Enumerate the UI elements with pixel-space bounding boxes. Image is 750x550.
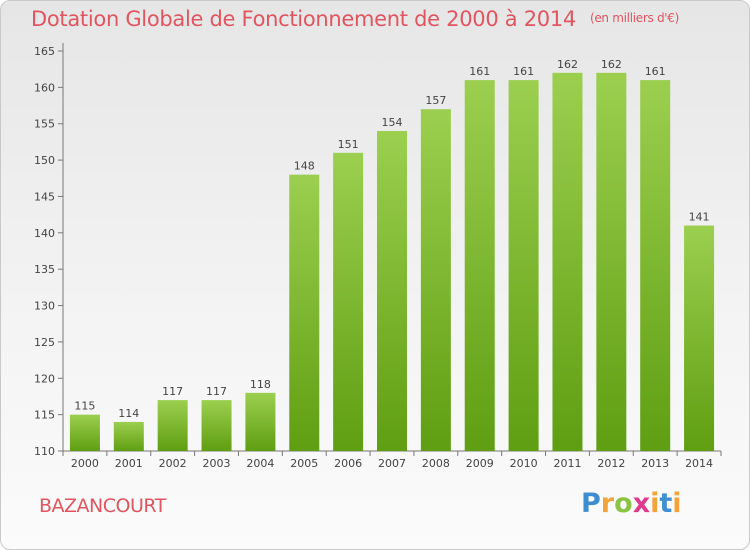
data-label: 151 — [338, 138, 359, 151]
proxiti-logo: Proxiti — [581, 488, 682, 519]
y-tick-label: 120 — [34, 372, 55, 385]
bar — [289, 174, 320, 452]
x-tick-label: 2001 — [115, 457, 143, 470]
bar — [245, 392, 276, 451]
data-label: 157 — [425, 94, 446, 107]
y-tick-label: 150 — [34, 154, 55, 167]
bar — [552, 72, 583, 452]
data-label: 154 — [382, 116, 403, 129]
data-label: 117 — [162, 385, 183, 398]
y-tick-label: 155 — [34, 118, 55, 131]
data-label: 161 — [469, 65, 490, 78]
chart-title: Dotation Globale de Fonctionnement de 20… — [31, 7, 679, 31]
bar — [377, 131, 407, 451]
data-label: 141 — [689, 211, 710, 224]
bar — [596, 72, 627, 452]
y-tick-label: 140 — [34, 227, 55, 240]
data-label: 162 — [601, 58, 622, 71]
x-tick-label: 2004 — [246, 457, 274, 470]
data-label: 162 — [557, 58, 578, 71]
x-tick-label: 2002 — [159, 457, 187, 470]
data-label: 161 — [645, 65, 666, 78]
bar — [333, 152, 364, 451]
data-label: 117 — [206, 385, 227, 398]
x-tick-label: 2013 — [641, 457, 669, 470]
data-label: 114 — [118, 407, 139, 420]
bar — [464, 80, 495, 451]
y-tick-label: 115 — [34, 409, 55, 422]
x-tick-label: 2007 — [378, 457, 406, 470]
bar — [640, 80, 671, 451]
bar — [69, 414, 100, 451]
x-tick-label: 2003 — [203, 457, 231, 470]
x-tick-label: 2011 — [553, 457, 581, 470]
x-tick-label: 2005 — [290, 457, 318, 470]
bar — [420, 109, 451, 451]
x-tick-label: 2008 — [422, 457, 450, 470]
y-tick-label: 110 — [34, 445, 55, 458]
y-tick-label: 160 — [34, 81, 55, 94]
data-label: 161 — [513, 65, 534, 78]
bar — [508, 80, 539, 451]
y-tick-label: 165 — [34, 45, 55, 58]
bar — [157, 400, 188, 451]
bar — [684, 225, 715, 451]
data-label: 115 — [74, 400, 95, 413]
x-tick-label: 2010 — [510, 457, 538, 470]
y-tick-label: 130 — [34, 300, 55, 313]
bar — [113, 421, 144, 451]
x-tick-label: 2000 — [71, 457, 99, 470]
chart-unit: (en milliers d'€) — [589, 11, 679, 25]
chart-title-text: Dotation Globale de Fonctionnement de 20… — [31, 7, 576, 31]
y-tick-label: 135 — [34, 263, 55, 276]
commune-name: BAZANCOURT — [39, 495, 166, 517]
x-tick-label: 2014 — [685, 457, 713, 470]
bar — [201, 400, 232, 451]
x-tick-label: 2012 — [597, 457, 625, 470]
x-tick-label: 2006 — [334, 457, 362, 470]
y-tick-label: 125 — [34, 336, 55, 349]
y-tick-label: 145 — [34, 190, 55, 203]
x-tick-label: 2009 — [466, 457, 494, 470]
data-label: 148 — [294, 160, 315, 173]
data-label: 118 — [250, 378, 271, 391]
